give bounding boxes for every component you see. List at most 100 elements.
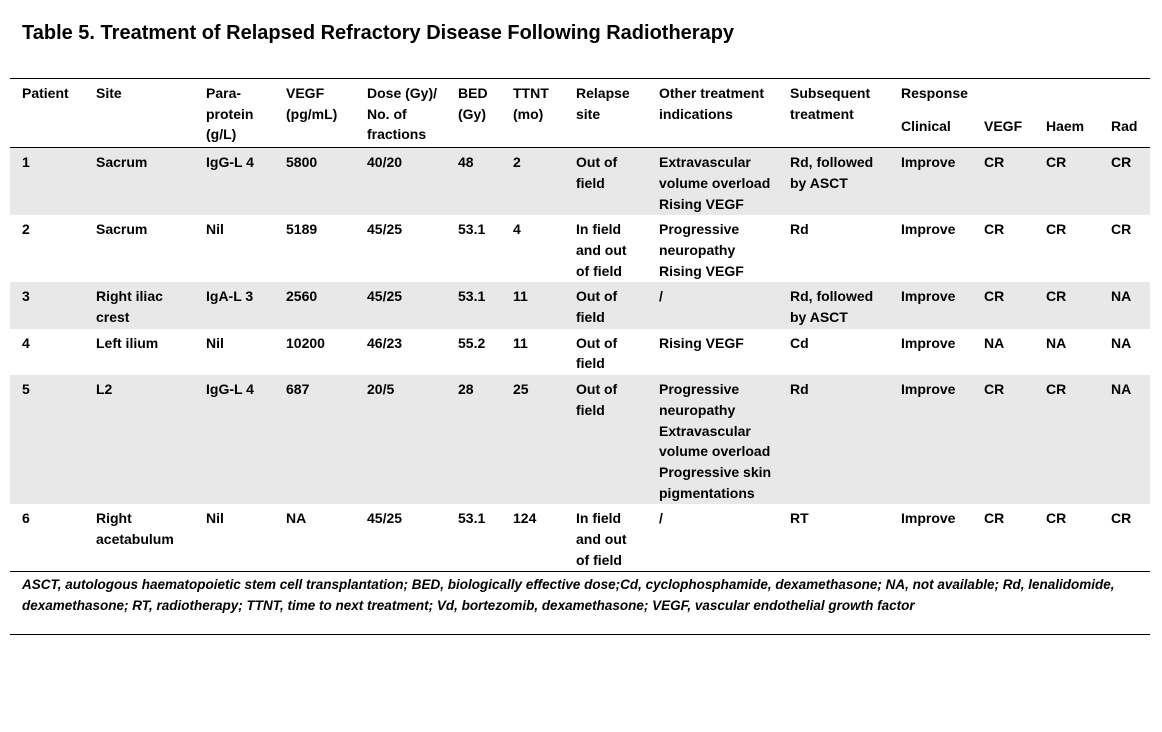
- table-cell: Improve: [901, 510, 956, 527]
- table-cell: 11: [501, 282, 564, 329]
- table-cell: Extravascular volume overload Rising VEGF: [647, 147, 778, 216]
- table-cell: 55.2: [458, 334, 486, 351]
- table-title: Table 5. Treatment of Relapsed Refractor…: [22, 22, 735, 44]
- table-row: 6 Right acetabulum Nil NA 45/25 53.1 124 In fie…: [10, 504, 1150, 571]
- table-cell: CR: [972, 375, 1034, 505]
- table-body: 1 Sacrum IgG-L 4 5800 40/20 48 2 Out of field Ex…: [10, 147, 1151, 572]
- column-header: Relapse site: [564, 79, 647, 149]
- table-cell: Right acetabulum: [96, 510, 174, 548]
- header-row: Patient Site Para-protein (g/L) VEGF (pg/mL…: [10, 79, 1150, 149]
- table-cell: Right iliac crest: [84, 282, 194, 329]
- table-cell: Out of field: [564, 282, 647, 329]
- table-cell: 11: [513, 334, 528, 351]
- table-cell: CR: [1046, 221, 1067, 238]
- table-cell: 5189: [286, 221, 318, 238]
- table-cell: 687: [274, 375, 355, 505]
- table-cell: 45/25: [367, 510, 403, 527]
- table-cell: 20/5: [355, 375, 446, 505]
- column-header: Site: [84, 79, 194, 149]
- column-header: Haem: [1034, 115, 1099, 149]
- cell-item: Rising VEGF: [659, 195, 744, 212]
- table-cell: 53.1: [446, 282, 501, 329]
- table-cell: NA: [984, 334, 1005, 351]
- table-cell: 53.1: [458, 510, 486, 527]
- table-cell: NA: [1099, 282, 1151, 329]
- table-cell: L2: [84, 375, 194, 505]
- table-cell: 2560: [274, 282, 355, 329]
- group-header: Response: [901, 85, 968, 101]
- table-cell: Nil: [206, 221, 224, 238]
- table-cell: 48: [446, 147, 501, 216]
- table-cell: 10200: [286, 334, 325, 351]
- table-cell: Rd, followed by ASCT: [778, 282, 889, 329]
- table-cell: 4: [22, 334, 30, 351]
- table-cell: 124: [513, 510, 537, 527]
- table-cell: In field and out of field: [576, 221, 627, 279]
- column-header: Dose (Gy)/ No. of fractions: [355, 79, 446, 149]
- table-cell: Sacrum: [84, 147, 194, 216]
- table-cell: NA: [286, 510, 307, 527]
- table-cell: 2: [501, 147, 564, 216]
- table-cell: IgA-L 3: [194, 282, 274, 329]
- column-header: VEGF: [972, 115, 1034, 149]
- table-cell: /: [659, 510, 663, 527]
- table-cell: IgG-L 4: [194, 375, 274, 505]
- table-cell: Rd, followed by ASCT: [778, 147, 889, 216]
- table-cell: 6: [22, 510, 30, 527]
- table-row: 5 L2 IgG-L 4 687 20/5 28 25 Out of field Progres…: [10, 375, 1151, 505]
- cell-item: Progressive skin pigmentations: [659, 463, 772, 501]
- table-cell: CR: [972, 147, 1034, 216]
- table-cell: Sacrum: [96, 221, 148, 238]
- header-row: Clinical VEGF Haem Rad: [10, 115, 1151, 149]
- table-cell: Nil: [206, 510, 224, 527]
- table-cell: 3: [10, 282, 84, 329]
- table-cell: CR: [984, 510, 1005, 527]
- column-header: Other treatment indications: [647, 79, 778, 149]
- table-cell: 1: [10, 147, 84, 216]
- table: Patient Site Para-protein (g/L) VEGF (pg/mL…: [10, 79, 1151, 572]
- table-cell: Rd: [790, 221, 809, 238]
- table-cell: In field and out of field: [576, 510, 627, 568]
- table-cell: IgG-L 4: [194, 147, 274, 216]
- table-cell: 40/20: [355, 147, 446, 216]
- footnote: ASCT, autologous haematopoietic stem cel…: [10, 571, 1150, 636]
- cell-item: Extravascular volume overload: [659, 154, 771, 191]
- table-cell: 5: [10, 375, 84, 505]
- table-row: 2 Sacrum Nil 5189 45/25 53.1 4 In field and out…: [10, 215, 1150, 282]
- table-cell: Progressive neuropathy Rising VEGF: [647, 215, 778, 282]
- column-header: BED (Gy): [446, 79, 501, 149]
- table-cell: Out of field: [564, 375, 647, 505]
- table-cell: CR: [1034, 282, 1099, 329]
- column-header: Para-protein (g/L): [194, 79, 274, 149]
- table-cell: Cd: [790, 334, 809, 351]
- table-cell: CR: [1099, 147, 1151, 216]
- table-row: 3 Right iliac crest IgA-L 3 2560 45/25 53.1 11…: [10, 282, 1151, 329]
- table-cell: /: [647, 282, 778, 329]
- table-cell: CR: [1034, 147, 1099, 216]
- table-cell: Improve: [901, 221, 956, 238]
- table-cell: RT: [790, 510, 809, 527]
- table-cell: Improve: [901, 334, 956, 351]
- table-cell: CR: [1111, 221, 1132, 238]
- column-header: VEGF (pg/mL): [274, 79, 355, 149]
- column-header: Clinical: [889, 115, 972, 149]
- column-header: Rad: [1099, 115, 1151, 149]
- table-cell: NA: [1111, 334, 1132, 351]
- table-cell: NA: [1099, 375, 1151, 505]
- table-cell: Nil: [206, 334, 224, 351]
- table-cell: 5800: [274, 147, 355, 216]
- table-cell: 28: [446, 375, 501, 505]
- table-cell: 46/23: [367, 334, 403, 351]
- table-cell: Improve: [889, 147, 972, 216]
- table-row: 1 Sacrum IgG-L 4 5800 40/20 48 2 Out of field Ex…: [10, 147, 1151, 216]
- table-cell: 25: [501, 375, 564, 505]
- table-cell: 4: [513, 221, 521, 238]
- table-cell: CR: [972, 282, 1034, 329]
- cell-item: Progressive neuropathy: [659, 221, 740, 258]
- table-cell: 45/25: [355, 282, 446, 329]
- cell-item: Extravascular volume overload: [659, 422, 771, 460]
- table-row: 4 Left ilium Nil 10200 46/23 55.2 11 Out of fie…: [10, 329, 1150, 375]
- table-cell: NA: [1046, 334, 1067, 351]
- table-wrap: Patient Site Para-protein (g/L) VEGF (pg/mL…: [10, 78, 1151, 636]
